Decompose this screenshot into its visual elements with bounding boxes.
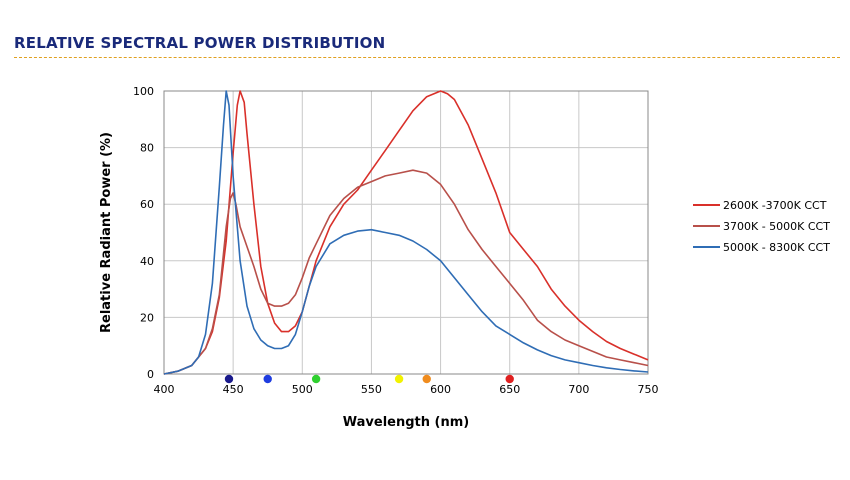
- x-tick-label: 600: [430, 383, 451, 396]
- wavelength-marker-dot: [311, 374, 321, 384]
- axis-tick-labels: 400 450 500 550 600 650 700 750 0 20 40 60 80 100: [133, 85, 659, 396]
- x-tick-label: 700: [568, 383, 589, 396]
- x-tick-label: 400: [154, 383, 175, 396]
- wavelength-color-markers: [224, 374, 514, 384]
- y-tick-label: 60: [140, 198, 154, 211]
- legend-label: 2600K -3700K CCT: [723, 199, 827, 212]
- x-tick-label: 550: [361, 383, 382, 396]
- x-tick-label: 750: [638, 383, 659, 396]
- y-tick-label: 40: [140, 255, 154, 268]
- legend: 2600K -3700K CCT 3700K - 5000K CCT 5000K -…: [693, 199, 830, 254]
- legend-label: 5000K - 8300K CCT: [723, 241, 830, 254]
- series-line: [163, 90, 649, 375]
- wavelength-marker-dot: [394, 374, 404, 384]
- wavelength-marker-dot: [505, 374, 514, 384]
- y-tick-label: 80: [140, 142, 154, 155]
- x-tick-label: 450: [223, 383, 244, 396]
- chart-grid: [163, 90, 649, 375]
- y-tick-label: 20: [140, 311, 154, 324]
- wavelength-marker-dot: [422, 374, 431, 384]
- wavelength-marker-dot: [224, 374, 234, 384]
- y-tick-label: 100: [133, 85, 154, 98]
- title-divider: [14, 57, 840, 58]
- series-line: [163, 169, 649, 375]
- page-title: RELATIVE SPECTRAL POWER DISTRIBUTION: [14, 34, 386, 52]
- y-tick-label: 0: [147, 368, 154, 381]
- wavelength-marker-dot: [263, 374, 272, 384]
- y-axis-label: Relative Radiant Power (%): [99, 132, 114, 333]
- series-lines: [163, 90, 649, 375]
- plot-area-border: [163, 90, 649, 375]
- series-line: [163, 90, 649, 375]
- x-tick-label: 500: [292, 383, 313, 396]
- legend-label: 3700K - 5000K CCT: [723, 220, 830, 233]
- x-tick-label: 650: [499, 383, 520, 396]
- page-header: RELATIVE SPECTRAL POWER DISTRIBUTION: [14, 34, 840, 58]
- x-axis-label: Wavelength (nm): [343, 415, 469, 430]
